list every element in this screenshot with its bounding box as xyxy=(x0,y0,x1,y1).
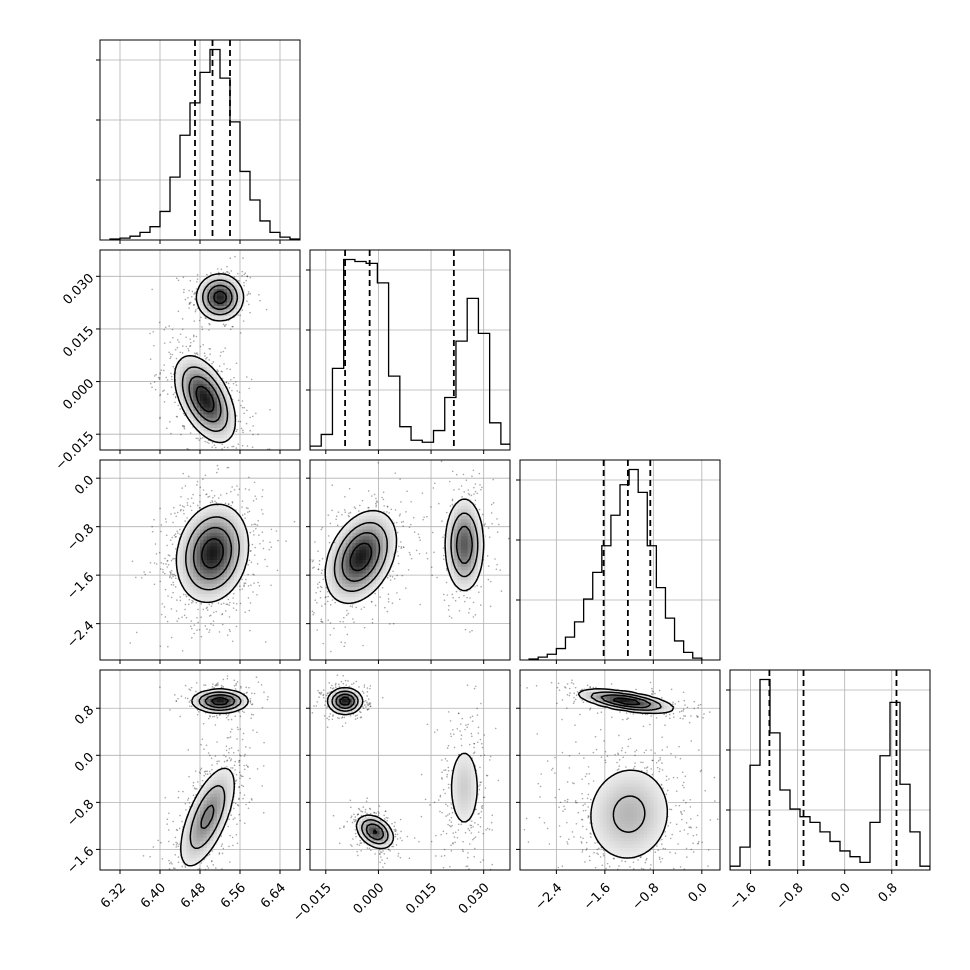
panel-1-1 xyxy=(306,249,511,454)
grid xyxy=(310,250,510,450)
panel-2-1 xyxy=(306,459,511,664)
x-tick-label: 6.64 xyxy=(258,880,289,911)
y-tick-label: 0.015 xyxy=(60,324,97,361)
y-tick-label: −1.6 xyxy=(64,844,97,877)
x-tick-label: 6.40 xyxy=(138,880,169,911)
x-tick-label: −2.4 xyxy=(532,880,565,913)
y-tick-label: −0.8 xyxy=(64,521,97,554)
x-tick-label: −1.6 xyxy=(727,880,760,913)
x-tick-label: 0.015 xyxy=(403,880,440,917)
x-tick-label: −1.6 xyxy=(581,880,614,913)
histogram-series xyxy=(109,48,300,240)
x-tick-label: 6.48 xyxy=(178,880,209,911)
y-tick-label: −2.4 xyxy=(64,618,97,651)
density-shading xyxy=(325,498,486,605)
grid xyxy=(100,40,300,240)
density-contours xyxy=(175,503,250,604)
panel-3-3: −1.6 −0.8 0.0 0.8 xyxy=(726,669,931,913)
y-tick-label: 0.8 xyxy=(72,703,97,728)
x-tick-label: 0.0 xyxy=(829,880,854,905)
density-shading xyxy=(176,275,245,443)
x-tick-label: 6.56 xyxy=(218,880,249,911)
x-tick-label: −0.015 xyxy=(290,880,335,925)
y-tick-label: 0.0 xyxy=(72,473,97,498)
y-tick-label: −1.6 xyxy=(64,570,97,603)
x-tick-label: 6.32 xyxy=(98,880,129,911)
y-tick-label: 0.030 xyxy=(60,271,97,308)
x-tick-label: 0.000 xyxy=(351,880,388,917)
y-tick-label: −0.8 xyxy=(64,797,97,830)
x-tick-label: 0.030 xyxy=(456,880,493,917)
density-shading xyxy=(176,505,248,602)
panel-3-0: 6.32 6.40 6.48 6.56 6.64 −1.6 −0.8 0.0 0.8 xyxy=(64,669,301,912)
panel-3-2: −2.4 −1.6 −0.8 0.0 xyxy=(516,669,721,913)
density-shading xyxy=(328,688,479,849)
y-tick-label: 0.0 xyxy=(72,750,97,775)
panel-3-1: −0.015 0.000 0.015 0.030 xyxy=(290,669,511,925)
histogram-series xyxy=(528,468,703,660)
x-tick-label: −0.8 xyxy=(774,880,807,913)
panel-0-0 xyxy=(96,39,301,244)
grid xyxy=(310,670,510,870)
density-shading xyxy=(579,688,675,859)
x-tick-label: 0.0 xyxy=(686,880,711,905)
y-tick-label: 0.000 xyxy=(60,376,97,413)
density-contours xyxy=(173,273,245,444)
x-tick-label: −0.8 xyxy=(629,880,662,913)
y-tick-label: −0.015 xyxy=(53,429,98,474)
density-contours xyxy=(577,688,675,859)
grid xyxy=(520,460,720,660)
panel-2-2 xyxy=(516,459,721,664)
density-contours xyxy=(326,686,478,850)
density-contours xyxy=(180,688,250,867)
x-tick-label: 0.8 xyxy=(876,880,901,905)
histogram-series xyxy=(310,258,510,450)
panel-2-0: −2.4 −1.6 −0.8 0.0 xyxy=(64,459,301,664)
histogram-series xyxy=(730,678,930,870)
density-contours xyxy=(324,498,485,605)
panel-1-0: −0.015 0.000 0.015 0.030 xyxy=(53,249,301,474)
